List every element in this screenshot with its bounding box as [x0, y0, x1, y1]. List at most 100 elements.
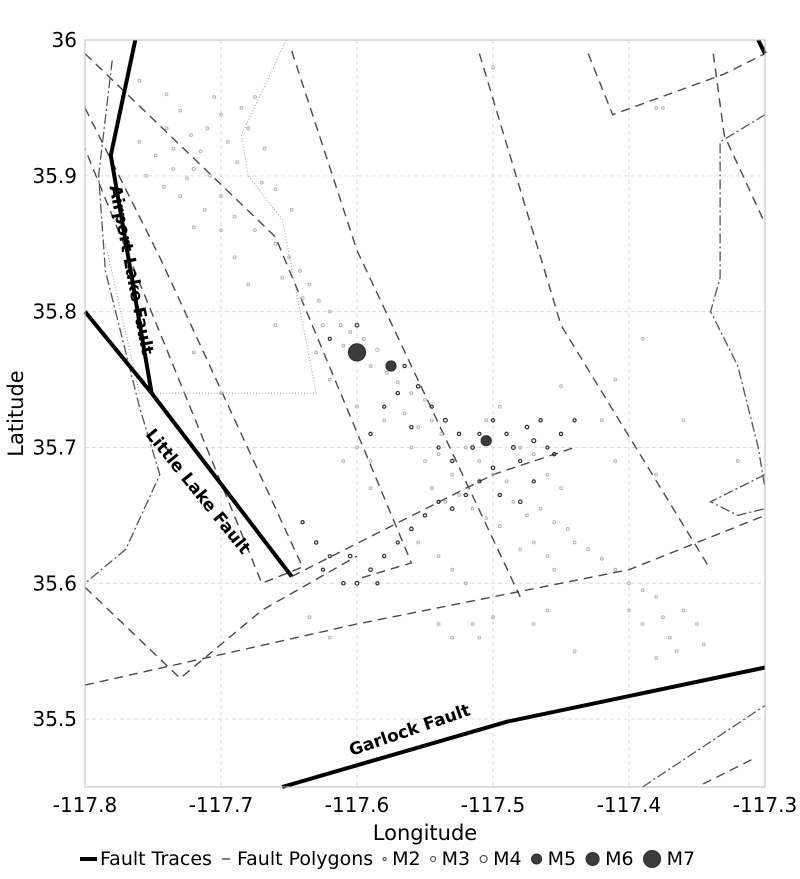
- event-gray-42: [322, 324, 325, 327]
- event-gray-69: [566, 528, 569, 531]
- event-gray-109: [573, 650, 576, 653]
- event-gray-121: [600, 419, 603, 422]
- event-dark-34: [498, 493, 501, 496]
- event-gray-36: [318, 299, 321, 302]
- event-dark-15: [519, 459, 522, 462]
- event-gray-17: [263, 147, 266, 150]
- fault-trace-2: [282, 668, 765, 788]
- event-gray-39: [349, 331, 352, 334]
- event-dark-43: [559, 432, 562, 435]
- event-gray-12: [226, 141, 229, 144]
- event-gray-55: [410, 446, 413, 449]
- event-gray-88: [519, 548, 522, 551]
- event-gray-124: [682, 419, 685, 422]
- event-gray-68: [553, 521, 556, 524]
- fault-polygon-13: [643, 706, 765, 788]
- event-gray-111: [342, 460, 345, 463]
- event-dark-27: [355, 581, 359, 585]
- fault-label-0: Airport Lake Fault: [104, 183, 157, 356]
- legend-swatch-2: [383, 858, 386, 861]
- event-gray-29: [290, 208, 293, 211]
- x-tick-label-1: -117.7: [189, 793, 253, 817]
- event-gray-75: [641, 589, 644, 592]
- event-gray-50: [424, 399, 427, 402]
- event-dark-28: [342, 582, 345, 585]
- event-dark-48: [383, 405, 386, 408]
- event-gray-83: [682, 609, 685, 612]
- event-gray-123: [655, 473, 658, 476]
- legend-label-0: Fault Traces: [100, 848, 212, 870]
- event-gray-67: [539, 507, 542, 510]
- event-gray-38: [339, 324, 342, 327]
- event-gray-107: [546, 609, 549, 612]
- event-gray-48: [396, 381, 399, 384]
- event-gray-118: [247, 283, 250, 286]
- event-gray-22: [213, 96, 216, 99]
- event-gray-2: [192, 167, 195, 170]
- event-gray-97: [532, 453, 535, 456]
- event-gray-30: [192, 226, 195, 229]
- event-dark-26: [369, 568, 373, 572]
- event-dark-9: [457, 432, 460, 435]
- event-gray-54: [440, 433, 443, 436]
- event-gray-56: [424, 460, 427, 463]
- event-dark-8: [444, 418, 448, 422]
- event-gray-28: [274, 188, 277, 191]
- event-dark-3: [355, 323, 359, 327]
- fault-polygon-12: [711, 475, 765, 516]
- event-gray-16: [247, 127, 250, 130]
- event-gray-101: [451, 568, 454, 571]
- event-gray-103: [417, 541, 420, 544]
- event-dark-46: [301, 521, 304, 524]
- x-axis-ticks: -117.8 -117.7 -117.6 -117.5 -117.4 -117.3: [53, 793, 797, 817]
- legend-label-6: M6: [605, 848, 633, 870]
- event-dark-20: [450, 507, 454, 511]
- event-dark-13: [525, 425, 529, 429]
- legend-label-7: M7: [667, 848, 695, 870]
- event-gray-35: [308, 283, 311, 286]
- event-gray-20: [240, 107, 243, 110]
- event-gray-105: [478, 636, 481, 639]
- event-gray-57: [437, 453, 440, 456]
- fault-polygon-5: [292, 51, 521, 597]
- event-gray-1: [172, 168, 175, 171]
- event-gray-139: [369, 460, 372, 463]
- event-gray-60: [444, 500, 447, 503]
- x-axis-title: Longitude: [373, 821, 477, 845]
- event-gray-84: [696, 623, 699, 626]
- event-gray-134: [192, 351, 195, 354]
- fault-trace-3: [758, 40, 765, 54]
- y-tick-label-1: 35.6: [32, 571, 77, 595]
- y-tick-label-4: 35.9: [32, 164, 77, 188]
- event-gray-66: [526, 514, 529, 517]
- event-dark-23: [410, 527, 414, 531]
- event-dark-47: [403, 364, 406, 367]
- event-gray-7: [154, 154, 157, 157]
- event-gray-23: [179, 109, 182, 112]
- event-gray-6: [209, 174, 212, 177]
- x-tick-label-0: -117.8: [53, 793, 117, 817]
- event-gray-18: [145, 174, 148, 177]
- event-gray-122: [614, 460, 617, 463]
- event-gray-135: [308, 616, 311, 619]
- event-dark-16: [539, 419, 542, 422]
- event-gray-64: [498, 525, 501, 528]
- fault-polygon-7: [588, 54, 765, 115]
- event-gray-19: [138, 141, 141, 144]
- event-gray-138: [451, 636, 454, 639]
- event-gray-70: [573, 541, 576, 544]
- event-gray-61: [458, 494, 461, 497]
- event-gray-10: [206, 127, 209, 130]
- event-gray-71: [587, 548, 590, 551]
- event-gray-0: [186, 177, 189, 180]
- event-gray-104: [471, 623, 474, 626]
- event-gray-98: [546, 473, 549, 476]
- event-dark-49: [369, 432, 372, 435]
- fault-label-1: Little Lake Fault: [141, 425, 254, 558]
- x-tick-label-4: -117.4: [597, 793, 661, 817]
- event-gray-51: [403, 412, 406, 415]
- event-gray-62: [471, 507, 474, 510]
- event-dark-33: [376, 582, 379, 585]
- event-gray-37: [328, 310, 331, 313]
